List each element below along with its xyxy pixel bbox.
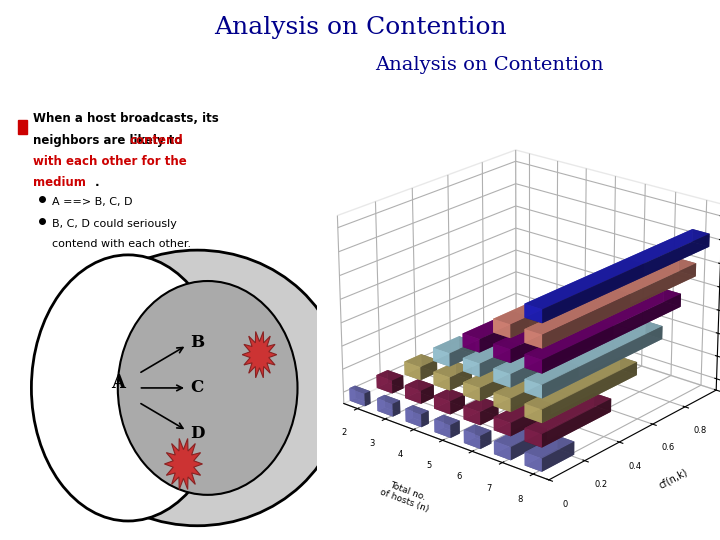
Text: contend: contend xyxy=(130,134,184,147)
Text: neighbors are likely to: neighbors are likely to xyxy=(33,134,186,147)
Ellipse shape xyxy=(118,281,297,495)
Bar xyxy=(17,120,27,134)
Text: with each other for the: with each other for the xyxy=(33,155,187,168)
Text: D: D xyxy=(190,424,204,442)
Polygon shape xyxy=(164,438,202,489)
Y-axis label: cf(n,k): cf(n,k) xyxy=(657,467,690,490)
Text: B, C, D could seriously: B, C, D could seriously xyxy=(52,219,177,229)
Text: .: . xyxy=(94,177,99,190)
Text: A ==> B, C, D: A ==> B, C, D xyxy=(52,197,132,207)
Text: A: A xyxy=(111,374,125,392)
Text: B: B xyxy=(190,334,204,352)
Text: Analysis on Contention: Analysis on Contention xyxy=(376,56,604,74)
X-axis label: Total no.
of hosts (n): Total no. of hosts (n) xyxy=(379,478,433,514)
Ellipse shape xyxy=(50,250,344,526)
Circle shape xyxy=(32,255,225,521)
Text: C: C xyxy=(191,380,204,396)
Text: Analysis on Contention: Analysis on Contention xyxy=(214,16,506,39)
Text: When a host broadcasts, its: When a host broadcasts, its xyxy=(33,112,219,125)
Text: contend with each other.: contend with each other. xyxy=(52,239,192,249)
Polygon shape xyxy=(242,332,276,378)
Text: medium: medium xyxy=(33,177,86,190)
